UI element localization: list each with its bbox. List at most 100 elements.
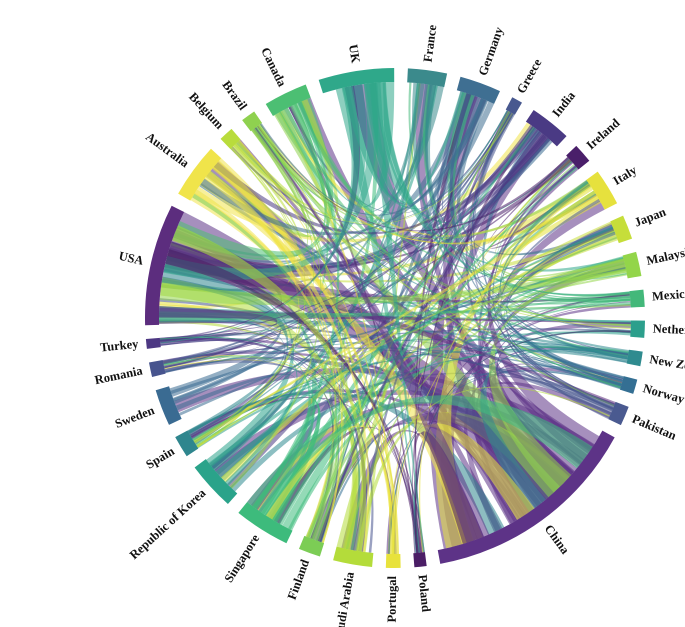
ribbon-layer xyxy=(159,82,631,555)
ribbon-sweden-republic-of-korea xyxy=(175,373,296,470)
ribbon-portugal-china xyxy=(392,423,535,554)
label-uk: UK xyxy=(346,43,363,64)
label-romania: Romania xyxy=(93,363,144,387)
ribbon-germany-france xyxy=(418,83,495,207)
label-china: China xyxy=(542,522,573,557)
arc-portugal xyxy=(385,553,401,568)
label-malaysia: Malaysia xyxy=(645,243,685,267)
arc-norway xyxy=(619,376,638,394)
label-sweden: Sweden xyxy=(113,403,156,431)
arc-turkey xyxy=(145,337,161,349)
arc-france xyxy=(407,68,448,88)
arc-new-zealand xyxy=(626,349,643,367)
ribbon-turkey-usa xyxy=(159,306,278,342)
arc-romania xyxy=(148,359,166,377)
label-new-zealand: New Zealand xyxy=(649,352,685,377)
label-germany: Germany xyxy=(476,24,507,77)
arc-saudi-arabia xyxy=(333,546,374,567)
ribbon-usa-sweden xyxy=(162,276,282,397)
arc-netherlands xyxy=(630,320,645,338)
arc-uk xyxy=(318,68,395,94)
ribbon-china-belgium xyxy=(237,139,516,525)
label-norway: Norway xyxy=(641,381,685,406)
ribbon-new-zealand-spain xyxy=(189,349,628,437)
ribbon-canada-brazil xyxy=(254,109,334,219)
arc-mexico xyxy=(629,289,645,308)
arc-belgium xyxy=(220,128,241,149)
label-mexico: Mexico xyxy=(652,286,685,303)
ribbon-poland-germany xyxy=(414,93,472,553)
arc-germany xyxy=(456,76,500,104)
ribbon-malaysia-china xyxy=(488,262,626,493)
ribbon-usa-netherlands xyxy=(159,307,631,325)
label-india: India xyxy=(549,88,578,120)
ribbon-china-ireland xyxy=(487,161,600,452)
arc-canada xyxy=(265,84,311,117)
ribbon-uk-poland xyxy=(369,82,425,553)
label-netherlands: Netherlands xyxy=(652,322,685,339)
label-pakistan: Pakistan xyxy=(630,412,678,443)
label-republic-of-korea: Republic of Korea xyxy=(127,485,209,562)
arc-layer xyxy=(145,68,645,568)
ribbon-china-belgium xyxy=(231,146,595,465)
arc-italy xyxy=(586,171,618,210)
arc-finland xyxy=(298,535,325,557)
ribbon-india-australia xyxy=(213,127,539,235)
ribbon-italy-poland xyxy=(418,190,596,553)
label-brazil: Brazil xyxy=(219,78,250,113)
label-saudi-arabia: Saudi Arabia xyxy=(331,570,357,627)
ribbon-china-india xyxy=(442,130,550,544)
ribbon-netherlands-usa xyxy=(159,306,631,324)
ribbon-new-zealand-china xyxy=(480,349,629,512)
ribbon-australia-saudi-arabia xyxy=(204,170,370,553)
ribbon-pakistan-italy xyxy=(500,198,615,407)
label-ireland: Ireland xyxy=(584,116,623,153)
ribbon-germany-uk xyxy=(351,84,476,205)
ribbon-china-italy xyxy=(478,201,605,508)
arc-poland xyxy=(413,552,427,568)
label-france: France xyxy=(421,24,440,63)
arc-china xyxy=(437,430,615,564)
ribbon-mexico-ireland xyxy=(495,161,631,301)
label-singapore: Singapore xyxy=(222,531,263,584)
ribbon-mexico-usa xyxy=(159,302,631,322)
arc-malaysia xyxy=(622,251,642,279)
ribbon-italy-china xyxy=(435,184,592,549)
ribbon-china-brazil xyxy=(254,127,490,543)
label-turkey: Turkey xyxy=(99,337,139,355)
ribbon-germany-norway xyxy=(449,93,623,381)
label-poland: Poland xyxy=(416,574,434,613)
label-japan: Japan xyxy=(632,205,668,230)
ribbon-portugal-australia xyxy=(212,163,396,554)
arc-singapore xyxy=(238,501,293,544)
ribbon-poland-usa xyxy=(165,249,418,554)
label-australia: Australia xyxy=(143,129,192,170)
label-usa: USA xyxy=(117,249,144,268)
arc-ireland xyxy=(566,145,590,170)
arc-japan xyxy=(610,215,633,244)
ribbon-uk-canada xyxy=(283,82,395,208)
arc-spain xyxy=(175,430,199,457)
label-canada: Canada xyxy=(258,45,289,89)
arc-pakistan xyxy=(608,401,629,426)
label-spain: Spain xyxy=(143,444,176,472)
arc-usa xyxy=(145,205,185,326)
ribbon-singapore-india xyxy=(264,126,535,520)
label-finland: Finland xyxy=(285,558,312,602)
ribbon-saudi-arabia-usa xyxy=(160,277,357,550)
arc-india xyxy=(525,109,567,147)
arc-sweden xyxy=(155,386,182,425)
label-portugal: Portugal xyxy=(385,575,399,622)
label-belgium: Belgium xyxy=(186,90,227,133)
ribbon-usa-republic-of-korea xyxy=(166,255,295,469)
ribbon-new-zealand-republic-of-korea xyxy=(230,350,628,492)
label-greece: Greece xyxy=(514,56,545,96)
arc-brazil xyxy=(242,111,263,132)
ribbon-ireland-brazil xyxy=(257,125,570,232)
ribbon-usa-romania xyxy=(159,298,279,365)
label-italy: Italy xyxy=(611,162,640,187)
arc-australia xyxy=(178,148,222,201)
arc-republic-of-korea xyxy=(194,459,238,504)
